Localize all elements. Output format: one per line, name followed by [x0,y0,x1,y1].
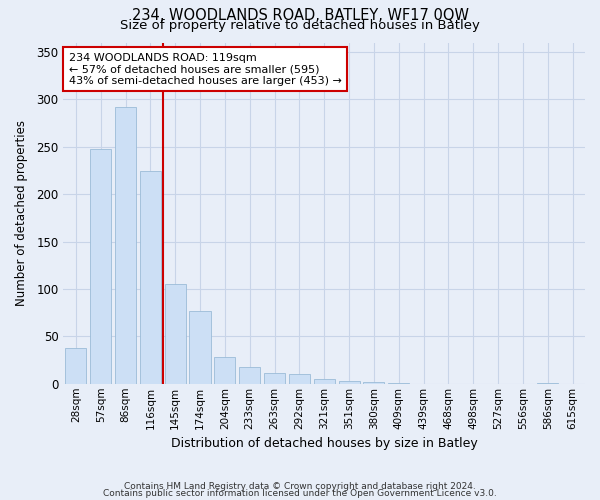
X-axis label: Distribution of detached houses by size in Batley: Distribution of detached houses by size … [171,437,478,450]
Bar [264,374,285,384]
Bar [289,374,310,384]
Bar [364,382,385,384]
Bar [388,383,409,384]
Bar [214,357,235,384]
Bar [314,379,335,384]
Text: Size of property relative to detached houses in Batley: Size of property relative to detached ho… [120,18,480,32]
Bar [65,348,86,384]
Text: Contains public sector information licensed under the Open Government Licence v3: Contains public sector information licen… [103,490,497,498]
Bar [190,311,211,384]
Bar [140,172,161,384]
Bar [90,148,111,384]
Text: 234 WOODLANDS ROAD: 119sqm
← 57% of detached houses are smaller (595)
43% of sem: 234 WOODLANDS ROAD: 119sqm ← 57% of deta… [68,52,341,86]
Bar [537,383,559,384]
Text: Contains HM Land Registry data © Crown copyright and database right 2024.: Contains HM Land Registry data © Crown c… [124,482,476,491]
Y-axis label: Number of detached properties: Number of detached properties [15,120,28,306]
Text: 234, WOODLANDS ROAD, BATLEY, WF17 0QW: 234, WOODLANDS ROAD, BATLEY, WF17 0QW [131,8,469,22]
Bar [338,381,359,384]
Bar [115,107,136,384]
Bar [164,284,186,384]
Bar [239,366,260,384]
